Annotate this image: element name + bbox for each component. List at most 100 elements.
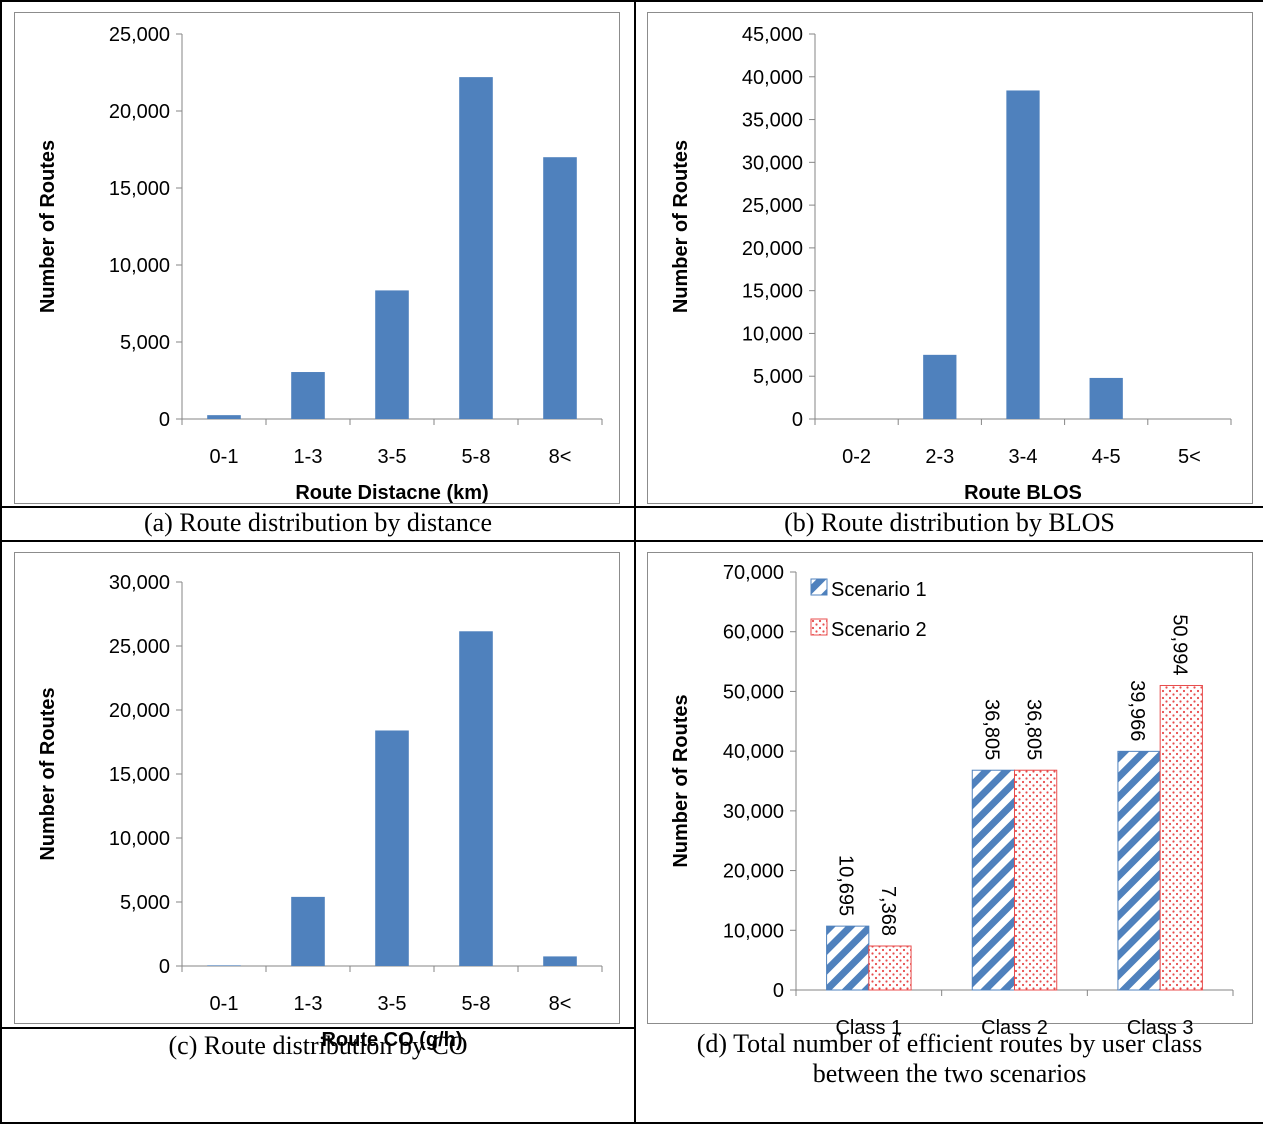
chart-svg: 0 10,000 20,000 30,000 40,000 50,000 60,000 70,… [670,562,1234,1039]
x-tick-label: 0-1 [210,993,239,1015]
y-tick-label: 25,000 [109,636,170,658]
bar-scenario-1-class-3 [1117,750,1161,991]
x-tick-label: 5-8 [462,993,491,1015]
caption-d: (d) Total number of efficient routes by … [696,1029,1203,1088]
bar-3-4 [1006,90,1040,419]
panel-d-cell: 0 10,000 20,000 30,000 40,000 50,000 60,000 70,… [634,540,1263,1124]
chart-svg: 0 5,000 10,000 15,000 20,000 25,000 30,000 35,0… [670,24,1232,504]
chart-frame [14,12,620,504]
bar-8< [543,157,577,419]
x-axis-title: Route CO (g/h) [321,1029,462,1051]
bar-1-3 [291,896,325,966]
bar-3-5 [375,730,409,966]
y-tick-label: 0 [773,980,784,1002]
y-tick-label: 15,000 [742,281,803,303]
x-tick-label: 8< [549,993,572,1015]
y-tick-label: 60,000 [723,622,784,644]
x-tick-label: 4-5 [1092,446,1121,468]
y-tick-label: 10,000 [742,323,803,345]
bar-2-3 [923,354,957,419]
y-tick-label: 5,000 [120,332,170,354]
y-tick-label: 5,000 [120,892,170,914]
y-tick-label: 70,000 [723,562,784,584]
bar-1-3 [291,372,325,419]
y-tick-label: 5,000 [753,366,803,388]
bar-5-8 [459,631,493,966]
y-tick-label: 45,000 [742,24,803,46]
x-axis-title: Route Distacne (km) [295,482,488,504]
x-tick-label: Class 1 [835,1017,902,1039]
y-tick-label: 50,000 [723,681,784,703]
bar-3-5 [375,290,409,419]
y-tick-label: 20,000 [742,238,803,260]
y-tick-label: 20,000 [109,700,170,722]
bar-0-1 [207,965,241,966]
x-tick-label: 8< [549,446,572,468]
y-tick-label: 10,000 [109,255,170,277]
y-tick-label: 25,000 [742,195,803,217]
caption-a: (a) Route distribution by distance [0,506,636,542]
bar-5-8 [459,77,493,420]
y-tick-label: 10,000 [723,920,784,942]
y-tick-label: 15,000 [109,764,170,786]
x-axis-title: Route BLOS [964,482,1082,504]
x-tick-label: 3-4 [1009,446,1038,468]
y-tick-label: 25,000 [109,24,170,46]
chart-frame [647,12,1253,504]
y-tick-label: 0 [159,409,170,431]
y-tick-label: 30,000 [742,152,803,174]
data-label: 36,805 [1023,699,1045,760]
legend-label: Scenario 2 [831,619,927,641]
x-tick-label: Class 2 [981,1017,1048,1039]
data-label: 7,368 [877,886,899,936]
legend-label: Scenario 1 [831,579,927,601]
bar-scenario-1-class-2 [971,769,1015,991]
y-axis-title: Number of Routes [37,140,59,313]
y-tick-label: 35,000 [742,110,803,132]
y-axis-title: Number of Routes [670,140,692,313]
caption-c: (c) Route distribution by CO [0,1027,636,1124]
y-tick-label: 40,000 [742,67,803,89]
y-tick-label: 0 [159,956,170,978]
y-tick-label: 30,000 [109,572,170,594]
x-tick-label: 1-3 [294,446,323,468]
bar-0-1 [207,415,241,419]
y-axis-title: Number of Routes [37,687,59,860]
y-tick-label: 10,000 [109,828,170,850]
y-axis-title: Number of Routes [670,694,692,867]
x-tick-label: 0-2 [842,446,871,468]
y-tick-label: 20,000 [109,101,170,123]
x-tick-label: 3-5 [378,446,407,468]
data-label: 39,966 [1126,680,1148,741]
x-tick-label: Class 3 [1127,1017,1194,1039]
bar-8< [543,956,577,966]
y-tick-label: 40,000 [723,741,784,763]
y-tick-label: 15,000 [109,178,170,200]
x-tick-label: 2-3 [925,446,954,468]
chart-svg: 0 5,000 10,000 15,000 20,000 25,000 0-1 1-3 3-5 5… [37,24,603,504]
x-tick-label: 1-3 [294,993,323,1015]
bar-scenario-2-class-1 [868,945,912,991]
x-tick-label: 3-5 [378,993,407,1015]
x-tick-label: 5< [1178,446,1201,468]
legend-swatch [810,618,828,636]
data-label: 50,994 [1168,614,1190,675]
caption-b: (b) Route distribution by BLOS [634,506,1263,542]
bar-scenario-2-class-3 [1159,684,1203,991]
legend-swatch [810,578,828,596]
panel-a-cell: 0 5,000 10,000 15,000 20,000 25,000 0-1 1-3 3-5 5… [0,0,636,508]
bar-scenario-1-class-1 [826,925,870,991]
chart-svg: 0 5,000 10,000 15,000 20,000 25,000 30,000 0-1 1… [37,572,603,1051]
panel-c-cell: 0 5,000 10,000 15,000 20,000 25,000 30,000 0-1 1… [0,540,636,1051]
data-label: 10,695 [835,855,857,916]
y-tick-label: 0 [792,409,803,431]
panel-b-cell: 0 5,000 10,000 15,000 20,000 25,000 30,000 35,0… [634,0,1263,508]
bar-4-5 [1089,377,1123,419]
data-label: 36,805 [980,699,1002,760]
x-tick-label: 0-1 [210,446,239,468]
bar-scenario-2-class-2 [1014,769,1058,991]
y-tick-label: 30,000 [723,801,784,823]
x-tick-label: 5-8 [462,446,491,468]
y-tick-label: 20,000 [723,861,784,883]
